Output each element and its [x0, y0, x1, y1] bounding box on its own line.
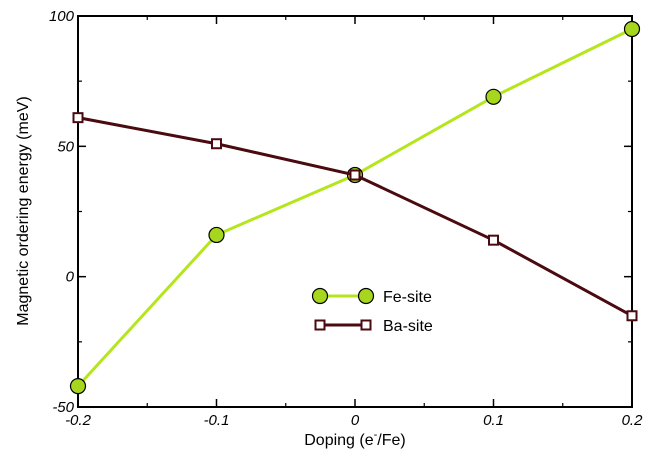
legend: Fe-site Ba-site: [311, 287, 433, 335]
x-tick-label: 0: [351, 412, 360, 429]
plot-frame: [77, 15, 633, 408]
x-tick-label: 0.2: [622, 412, 644, 429]
x-tick-label: -0.2: [65, 412, 92, 429]
data-point: [488, 234, 499, 246]
legend-label: Ba-site: [383, 318, 433, 335]
legend-marker: [357, 287, 375, 305]
y-tick-label: 50: [57, 138, 74, 155]
x-axis-title-superscript: -: [374, 429, 378, 441]
x-tick-label: -0.1: [204, 412, 230, 429]
series-ba-site: [72, 112, 638, 322]
series-layer: [69, 20, 641, 395]
data-point: [211, 138, 222, 150]
data-point: [485, 88, 502, 105]
data-point: [626, 310, 638, 322]
series-line: [76, 27, 633, 388]
x-axis-title-tail: /Fe): [377, 432, 405, 449]
x-tick-label: 0.1: [483, 412, 504, 429]
series-line: [77, 116, 633, 318]
data-point: [349, 169, 361, 181]
y-tick-label: 100: [49, 8, 75, 25]
y-tick-label: 0: [66, 269, 75, 286]
x-axis-ticks: -0.2 -0.1 0 0.1 0.2: [65, 16, 643, 429]
legend-marker: [314, 319, 326, 331]
data-point: [208, 226, 225, 244]
data-point: [72, 112, 84, 124]
y-tick-label: -50: [52, 399, 74, 416]
data-point: [69, 378, 87, 395]
legend-label: Fe-site: [383, 289, 432, 306]
legend-marker: [311, 287, 329, 305]
y-axis-ticks: -50 0 50 100: [49, 8, 632, 416]
legend-marker: [360, 319, 372, 331]
series-fe-site: [69, 20, 641, 395]
x-axis-title-main: Doping (e: [304, 432, 373, 449]
data-point: [623, 20, 641, 38]
x-axis-title: Doping (e-/Fe): [304, 429, 406, 449]
y-axis-title: Magnetic ordering energy (meV): [15, 96, 32, 325]
